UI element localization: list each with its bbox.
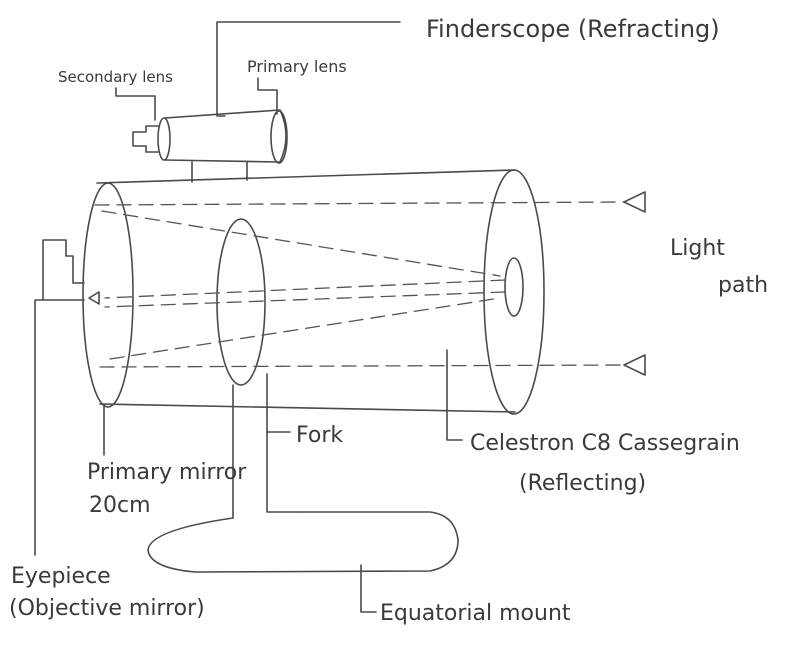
finderscope-primary-lens: [270, 110, 288, 164]
eyepiece-label-line2: (Objective mirror): [9, 596, 205, 621]
fork-arm: [232, 373, 301, 519]
primary-lens-label: Primary lens: [247, 57, 347, 76]
finderscope-mount-legs: [191, 161, 248, 183]
equatorial-mount-label: Equatorial mount: [380, 601, 571, 626]
main-tube: [82, 169, 545, 415]
light-path-label-line1: Light: [670, 236, 725, 261]
light-ray-reflect-lower: [109, 297, 501, 360]
light-ray-return-lower: [104, 291, 506, 308]
finderscope-leader: [216, 21, 401, 117]
primary-mirror-label-line1: Primary mirror: [87, 460, 247, 485]
celestron-label-line2: (Reflecting): [519, 471, 646, 496]
leader-lines: [34, 21, 463, 613]
incoming-light-arrow-lower: [623, 354, 646, 376]
tube-top-edge: [96, 169, 516, 184]
celestron-leader: [446, 349, 463, 441]
secondary-lens-leader: [115, 87, 156, 121]
equatorial-mount-leader: [360, 564, 377, 613]
equatorial-mount: [147, 511, 459, 573]
finderscope-secondary-lens: [157, 117, 171, 161]
tube-bottom-edge: [99, 403, 516, 413]
light-ray-reflect-upper: [101, 210, 501, 277]
fork-bearing: [216, 218, 266, 386]
eyepiece-leader: [34, 299, 44, 556]
eyepiece-assembly: [42, 239, 100, 305]
primary-lens-leader: [257, 77, 278, 115]
primary-mirror-label-line2: 20cm: [89, 493, 151, 518]
light-ray-return-upper: [104, 279, 506, 299]
tube-front-aperture: [483, 169, 545, 415]
light-path: [94, 191, 646, 376]
light-ray-upper: [94, 201, 625, 206]
light-ray-lower: [99, 364, 625, 368]
primary-mirror-end: [82, 182, 134, 408]
finderscope-tube: [164, 109, 287, 163]
incoming-light-arrow-upper: [623, 191, 646, 213]
secondary-mirror: [504, 257, 524, 317]
fork-label: Fork: [296, 423, 343, 448]
finderscope-label: Finderscope (Refracting): [426, 15, 720, 43]
secondary-lens-label: Secondary lens: [58, 68, 173, 86]
fork: [216, 218, 301, 519]
finderscope: [132, 109, 288, 183]
finderscope-eyepiece: [132, 125, 159, 153]
mount-base: [147, 511, 459, 573]
celestron-label-line1: Celestron C8 Cassegrain: [470, 431, 740, 456]
eyepiece-arrow: [88, 291, 100, 305]
light-path-label-line2: path: [718, 273, 768, 298]
eyepiece-body: [42, 239, 85, 301]
eyepiece-label-line1: Eyepiece: [11, 564, 111, 589]
